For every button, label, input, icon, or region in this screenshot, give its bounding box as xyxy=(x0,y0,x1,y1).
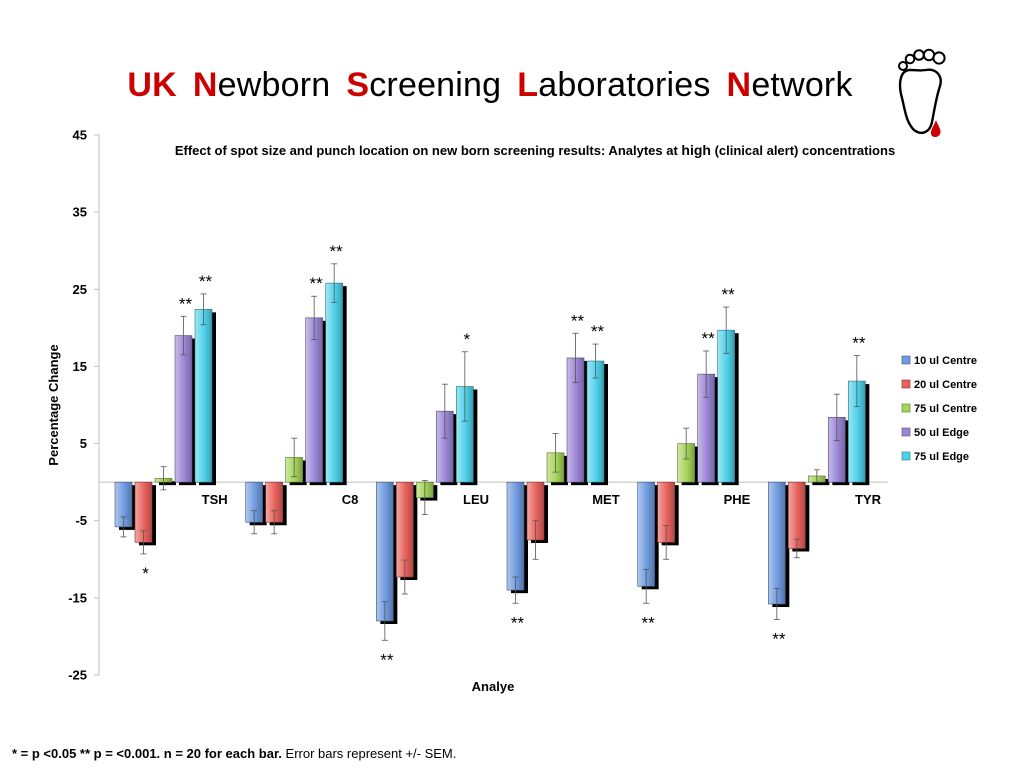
y-tick-label: -25 xyxy=(68,668,87,683)
bar xyxy=(325,282,343,483)
title-rest: ewborn xyxy=(217,66,331,104)
y-tick-label: 5 xyxy=(80,436,87,451)
title-word: Laboratories xyxy=(517,66,710,104)
x-axis-label: Analye xyxy=(472,679,515,694)
legend-label: 75 ul Edge xyxy=(914,451,969,463)
significance-label: * xyxy=(142,564,149,583)
significance-label: ** xyxy=(511,613,525,632)
category-label: TYR xyxy=(855,492,882,507)
legend-swatch xyxy=(901,427,911,437)
footnote: * = p <0.05 ** p = <0.001. n = 20 for ea… xyxy=(12,746,456,761)
legend-swatch xyxy=(901,451,911,461)
foot-with-blood-drop-icon xyxy=(898,48,946,137)
significance-label: ** xyxy=(852,334,866,353)
y-tick-label: 45 xyxy=(73,128,87,143)
bar xyxy=(506,481,525,591)
y-tick-label: -5 xyxy=(75,513,87,528)
category-label: MET xyxy=(592,492,620,507)
footnote-bold: * = p <0.05 ** p = <0.001. n = 20 for ea… xyxy=(12,746,282,761)
significance-label: ** xyxy=(179,294,193,313)
y-tick-label: -15 xyxy=(68,590,87,605)
title-initial: N xyxy=(726,66,752,104)
significance-label: ** xyxy=(380,650,394,669)
bar xyxy=(376,481,394,622)
bar xyxy=(788,481,806,549)
y-tick-label: 25 xyxy=(73,282,87,297)
bar-shadow xyxy=(159,481,176,486)
legend-swatch xyxy=(901,403,911,413)
y-tick-label: 15 xyxy=(73,359,87,374)
title-initial: S xyxy=(346,66,370,104)
title-rest: etwork xyxy=(751,66,853,104)
significance-label: ** xyxy=(310,274,324,293)
legend-label: 75 ul Centre xyxy=(914,403,977,415)
significance-label: ** xyxy=(571,311,585,330)
footnote-normal: Error bars represent +/- SEM. xyxy=(281,746,457,761)
significance-label: ** xyxy=(199,272,213,291)
chart-title: Effect of spot size and punch location o… xyxy=(175,142,895,158)
significance-label: ** xyxy=(642,613,656,632)
title-word: Newborn xyxy=(193,66,330,104)
chart-title-emphasis: high xyxy=(681,142,711,158)
significance-label: ** xyxy=(722,285,736,304)
category-label: C8 xyxy=(342,492,359,507)
bar xyxy=(305,317,323,483)
significance-label: ** xyxy=(330,242,344,261)
chart-title-part: (clinical alert) concentrations xyxy=(711,143,895,158)
legend-label: 50 ul Edge xyxy=(914,427,969,439)
bar xyxy=(586,360,605,483)
y-tick-label: 35 xyxy=(73,205,87,220)
category-label: PHE xyxy=(724,492,751,507)
bar xyxy=(194,309,213,483)
title-word: Network xyxy=(727,66,853,104)
bar-chart: Effect of spot size and punch location o… xyxy=(46,128,977,695)
title-rest: creening xyxy=(369,66,502,104)
chart-title-part: Effect of spot size and punch location o… xyxy=(175,143,682,158)
title-word: Screening xyxy=(346,66,501,104)
legend-swatch xyxy=(901,355,911,365)
category-label: TSH xyxy=(202,492,228,507)
bar xyxy=(174,335,193,483)
page-title: UK Newborn Screening Laboratories Network xyxy=(0,66,980,105)
significance-label: ** xyxy=(772,629,786,648)
title-initial: UK xyxy=(127,66,177,104)
legend-swatch xyxy=(901,379,911,389)
y-axis-label: Percentage Change xyxy=(46,344,61,465)
significance-label: ** xyxy=(591,322,605,341)
title-initial: L xyxy=(517,66,539,104)
title-word: UK xyxy=(127,66,177,104)
significance-label: * xyxy=(464,330,471,349)
significance-label: ** xyxy=(702,329,716,348)
legend-label: 10 ul Centre xyxy=(914,355,977,367)
title-initial: N xyxy=(192,66,218,104)
title-rest: aboratories xyxy=(538,66,711,104)
legend-label: 20 ul Centre xyxy=(914,379,977,391)
category-label: LEU xyxy=(463,492,489,507)
bar xyxy=(768,481,786,605)
